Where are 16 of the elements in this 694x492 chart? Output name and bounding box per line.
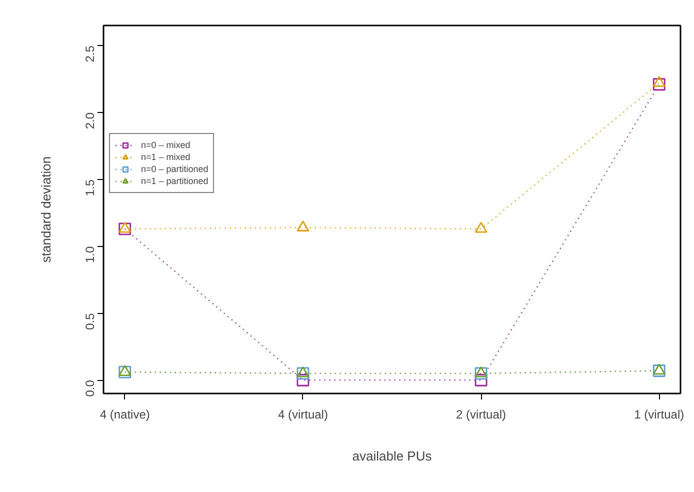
x-tick-label: 4 (virtual) <box>278 408 328 422</box>
x-tick-label: 4 (native) <box>100 408 150 422</box>
y-tick-label: 0.5 <box>83 312 97 330</box>
legend-label: n=1 – partitioned <box>141 175 208 187</box>
x-tick-label: 2 (virtual) <box>456 408 506 422</box>
legend-label: n=1 – mixed <box>141 151 190 163</box>
legend-label: n=0 – mixed <box>141 139 190 151</box>
y-tick-label: 1.0 <box>83 246 97 263</box>
y-tick-label: 0.0 <box>83 380 97 397</box>
y-tick-label: 1.5 <box>83 179 97 196</box>
x-tick-label: 1 (virtual) <box>634 408 684 422</box>
y-tick-label: 2.5 <box>83 45 97 62</box>
legend-label: n=0 – partitioned <box>141 163 208 175</box>
y-axis-title: standard deviation <box>38 156 54 263</box>
y-tick-label: 2.0 <box>83 112 97 130</box>
x-axis-title: available PUs <box>352 448 432 464</box>
